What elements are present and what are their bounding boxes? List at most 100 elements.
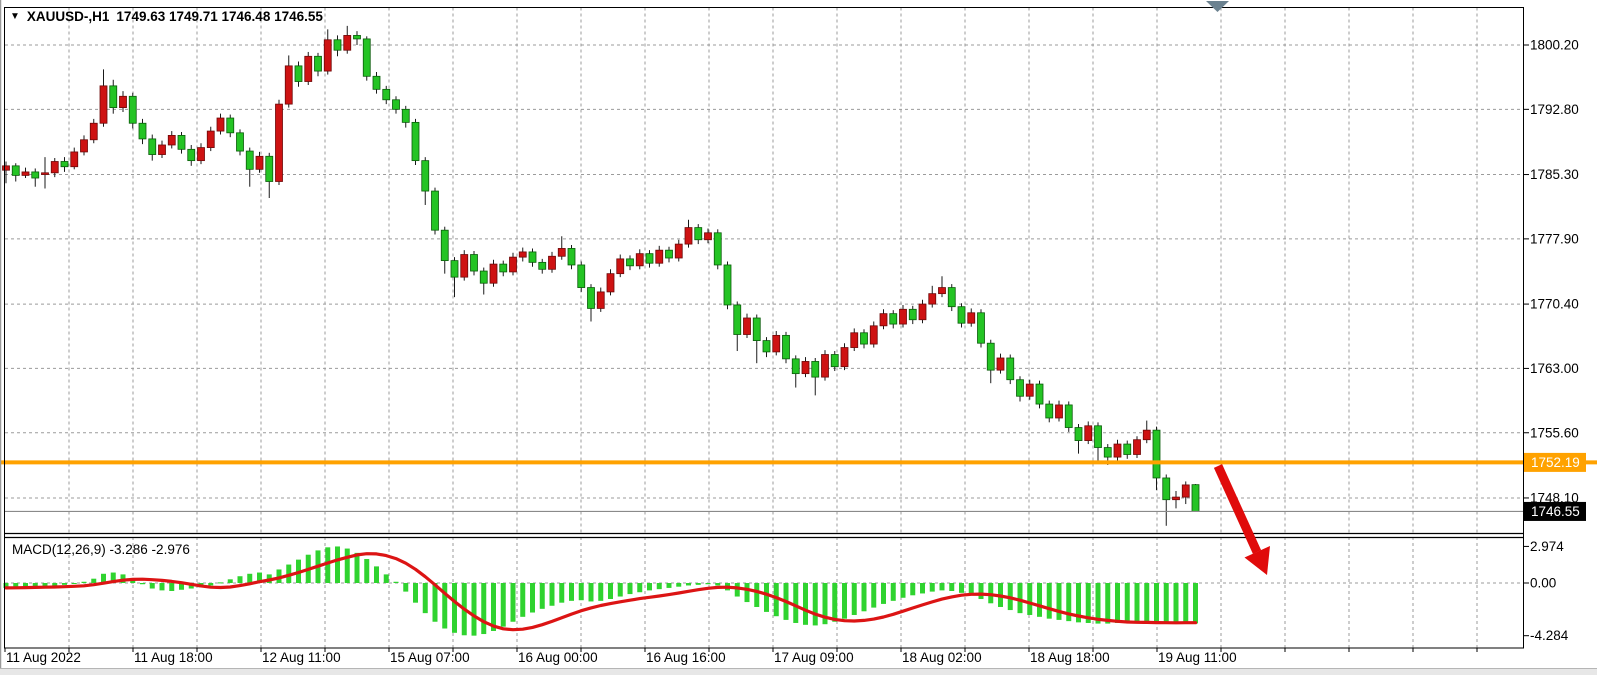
candle-down	[31, 171, 40, 179]
candle-down	[762, 340, 771, 353]
chart-quote-ohlc: 1749.63 1749.71 1746.48 1746.55	[116, 9, 323, 24]
candle-down	[392, 99, 400, 110]
macd-bar	[393, 581, 399, 583]
candle-down	[752, 317, 761, 341]
price-axis[interactable]: 1800.20 1792.80 1785.30 1777.90 1770.40 1763.…	[1523, 38, 1579, 644]
price-axis-label: 1800.20	[1530, 38, 1579, 53]
macd-bar	[1183, 583, 1189, 624]
candle-up	[50, 161, 59, 174]
macd-bar	[91, 578, 97, 583]
macd-axis-label: -4.284	[1530, 628, 1569, 643]
candle-up	[596, 291, 605, 309]
macd-bar	[803, 583, 808, 625]
macd-bar	[871, 583, 877, 608]
macd-bar	[1085, 583, 1091, 623]
candle-up	[606, 273, 615, 293]
candle-up	[284, 65, 293, 105]
macd-bar	[608, 583, 613, 599]
macd-bar	[481, 583, 487, 635]
price-axis-label: 1785.30	[1530, 167, 1579, 182]
candle-up	[119, 95, 127, 108]
candle-down	[128, 95, 137, 124]
macd-bar	[32, 583, 38, 587]
time-axis[interactable]: 11 Aug 2022 11 Aug 18:00 12 Aug 11:00 15 Au…	[6, 650, 1237, 665]
candle-up	[674, 243, 683, 259]
candle-down	[986, 342, 995, 371]
candle-down	[947, 287, 956, 308]
macd-bar	[939, 583, 945, 591]
candle-down	[109, 85, 118, 108]
candle-down	[830, 354, 839, 368]
candle-up	[548, 255, 556, 270]
macd-bar	[13, 583, 19, 588]
candle-down	[1074, 427, 1083, 441]
price-axis-label: 1763.00	[1530, 361, 1579, 376]
candle-down	[977, 312, 985, 344]
candle-down	[401, 108, 410, 123]
macd-bar	[149, 583, 155, 589]
candle-down	[694, 227, 703, 241]
candle-down	[957, 306, 966, 324]
candle-up	[869, 325, 878, 345]
symbol-dropdown-icon[interactable]: ▼	[10, 10, 20, 22]
candle-up	[850, 332, 859, 348]
macd-bar	[1134, 583, 1140, 622]
candle-down	[733, 304, 742, 335]
macd-bar	[1027, 583, 1033, 615]
candle-down	[1123, 443, 1132, 455]
macd-bar	[1124, 583, 1130, 623]
candle-up	[996, 357, 1005, 371]
macd-bar	[52, 583, 58, 586]
time-axis-label: 18 Aug 02:00	[902, 650, 982, 665]
macd-bar	[335, 546, 340, 583]
status-strip	[0, 668, 1597, 675]
macd-bar	[1154, 583, 1159, 623]
candle-down	[187, 148, 196, 162]
candle-up	[216, 117, 225, 132]
macd-bar	[1144, 583, 1150, 622]
macd-bar	[949, 583, 955, 591]
macd-bar	[569, 583, 574, 601]
red-arrow-annotation[interactable]	[1213, 464, 1270, 575]
macd-signal-line	[4, 552, 1198, 632]
macd-bar	[432, 583, 438, 622]
macd-bar	[237, 576, 243, 583]
candle-up	[80, 139, 88, 153]
candle-up	[557, 248, 566, 257]
candle-up	[206, 130, 215, 148]
macd-bar	[1105, 583, 1111, 624]
candle-down	[1094, 425, 1102, 448]
candle-down	[11, 165, 20, 176]
candle-down	[1045, 403, 1054, 419]
candle-up	[772, 334, 781, 353]
candles-layer[interactable]	[2, 25, 1200, 526]
chart-shift-marker-icon[interactable]	[1206, 1, 1229, 12]
macd-bar	[364, 559, 370, 583]
candle-up	[1084, 425, 1093, 441]
candle-up	[684, 227, 693, 245]
candle-down	[314, 55, 322, 72]
candle-down	[1191, 484, 1200, 512]
macd-bar	[1056, 583, 1062, 620]
macd-bar	[227, 579, 233, 583]
macd-bar	[422, 583, 428, 614]
macd-bar	[1037, 583, 1042, 617]
macd-bar	[793, 583, 799, 623]
macd-bar	[218, 582, 223, 584]
macd-bar	[471, 583, 477, 636]
price-axis-label: 1770.40	[1530, 297, 1579, 312]
candle-down	[353, 35, 361, 40]
macd-bar	[881, 583, 886, 604]
grid-lines	[5, 7, 1523, 648]
macd-bar	[42, 583, 48, 587]
price-axis-label: 1777.90	[1530, 231, 1579, 246]
candle-up	[821, 354, 829, 378]
candle-down	[791, 358, 800, 375]
macd-bar	[695, 583, 701, 585]
macd-bar	[754, 583, 760, 607]
candle-down	[60, 161, 69, 168]
candle-up	[743, 317, 751, 335]
macd-bar	[1046, 583, 1052, 619]
macd-bar	[588, 583, 594, 602]
